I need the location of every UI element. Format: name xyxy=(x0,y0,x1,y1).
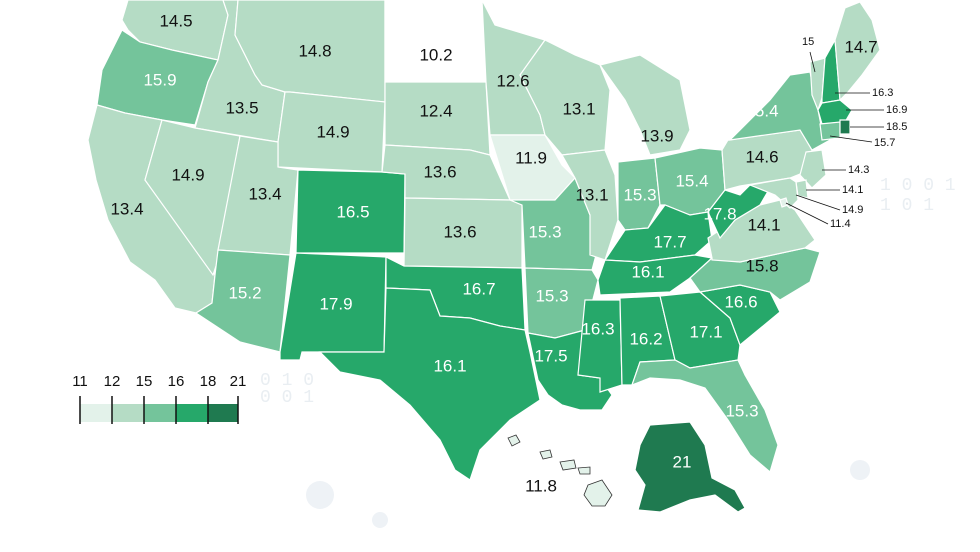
label-va: 14.1 xyxy=(747,215,780,234)
label-ky: 17.7 xyxy=(653,232,686,251)
label-il: 13.1 xyxy=(575,185,608,204)
state-ri[interactable] xyxy=(839,119,851,135)
label-ga: 17.1 xyxy=(689,322,722,341)
label-ar: 15.3 xyxy=(535,286,568,305)
label-dc: 11.4 xyxy=(830,218,851,230)
state-nd[interactable] xyxy=(384,0,487,83)
label-co: 16.5 xyxy=(336,202,369,221)
label-fl: 15.3 xyxy=(725,401,758,420)
label-me: 14.7 xyxy=(844,37,877,56)
legend-tick-label: 18 xyxy=(200,373,217,390)
legend-swatch xyxy=(80,404,112,422)
label-hi: 11.8 xyxy=(525,476,557,495)
state-nj[interactable] xyxy=(799,149,827,189)
label-oh: 15.4 xyxy=(675,171,708,190)
label-md: 14.9 xyxy=(842,204,863,216)
label-ia: 11.9 xyxy=(515,148,547,167)
legend-tick-label: 21 xyxy=(230,373,247,390)
state-ct[interactable] xyxy=(819,121,841,141)
label-mt: 14.8 xyxy=(298,41,331,60)
label-id: 13.5 xyxy=(225,98,258,117)
legend-tick-label: 12 xyxy=(104,373,121,390)
label-sc: 16.6 xyxy=(724,292,757,311)
legend-tick-label: 11 xyxy=(72,373,88,390)
callouts: 15 16.3 16.9 18.5 15.7 14.3 14.1 14.9 11… xyxy=(785,36,907,230)
label-or: 15.9 xyxy=(143,70,176,89)
svg-text:1 0 0 1: 1 0 0 1 xyxy=(880,176,956,196)
legend-swatch xyxy=(176,404,208,422)
state-ks[interactable] xyxy=(403,197,523,269)
label-pa: 14.6 xyxy=(745,147,778,166)
legend: 11 12 15 16 18 21 xyxy=(72,373,246,424)
state-mi[interactable] xyxy=(598,54,691,156)
state-fl[interactable] xyxy=(631,359,779,474)
state-labels: 14.5 15.9 13.4 13.5 14.9 14.8 14.9 13.4 … xyxy=(110,11,877,495)
states-layer xyxy=(87,0,881,513)
label-mi: 13.9 xyxy=(640,126,673,145)
legend-tick-label: 16 xyxy=(168,373,185,390)
label-de: 14.1 xyxy=(842,184,863,196)
label-sd: 12.4 xyxy=(419,101,452,120)
state-or[interactable] xyxy=(96,29,219,126)
label-wi: 13.1 xyxy=(562,99,595,118)
label-wv: 17.8 xyxy=(703,204,736,223)
legend-swatch xyxy=(144,404,176,422)
label-ca: 13.4 xyxy=(110,199,143,218)
label-mn: 12.6 xyxy=(496,71,529,90)
label-mo: 15.3 xyxy=(528,222,561,241)
state-vt[interactable] xyxy=(809,57,826,112)
label-ct: 15.7 xyxy=(874,137,895,149)
svg-text:0 0 1: 0 0 1 xyxy=(260,388,314,408)
label-ny: 15.4 xyxy=(745,101,778,120)
legend-swatch xyxy=(112,404,144,422)
label-ok: 16.7 xyxy=(462,279,495,298)
state-la[interactable] xyxy=(527,329,613,411)
state-dc[interactable] xyxy=(779,197,789,208)
svg-text:0 1 0: 0 1 0 xyxy=(260,371,314,391)
legend-swatch xyxy=(208,404,238,422)
label-in: 15.3 xyxy=(623,185,656,204)
svg-text:1 0 1: 1 0 1 xyxy=(880,196,934,216)
label-ne: 13.6 xyxy=(423,162,456,181)
background-decoration: 0 1 0 0 0 1 1 0 0 1 1 0 1 xyxy=(260,176,956,528)
label-ms: 16.3 xyxy=(581,319,614,338)
legend-tick-label: 15 xyxy=(136,373,153,390)
label-ut: 13.4 xyxy=(248,184,281,203)
label-nj: 14.3 xyxy=(848,164,869,176)
state-me[interactable] xyxy=(834,1,881,102)
state-az[interactable] xyxy=(194,249,291,353)
label-nd: 10.2 xyxy=(419,45,452,64)
label-ks: 13.6 xyxy=(443,222,476,241)
label-nc: 15.8 xyxy=(745,256,778,275)
state-hi[interactable] xyxy=(507,434,613,507)
label-tx: 16.1 xyxy=(433,356,466,375)
label-nv: 14.9 xyxy=(171,165,204,184)
label-wy: 14.9 xyxy=(316,122,349,141)
label-ma: 16.9 xyxy=(886,104,907,116)
label-al: 16.2 xyxy=(629,329,662,348)
label-nm: 17.9 xyxy=(319,294,352,313)
state-ak[interactable] xyxy=(634,421,746,513)
label-ri: 18.5 xyxy=(886,121,907,133)
label-nh: 16.3 xyxy=(872,87,893,99)
label-vt: 15 xyxy=(802,36,814,48)
label-az: 15.2 xyxy=(228,283,261,302)
label-tn: 16.1 xyxy=(631,262,664,281)
state-tx[interactable] xyxy=(318,287,541,481)
label-la: 17.5 xyxy=(534,346,567,365)
label-wa: 14.5 xyxy=(159,11,192,30)
label-ak: 21 xyxy=(673,452,692,471)
